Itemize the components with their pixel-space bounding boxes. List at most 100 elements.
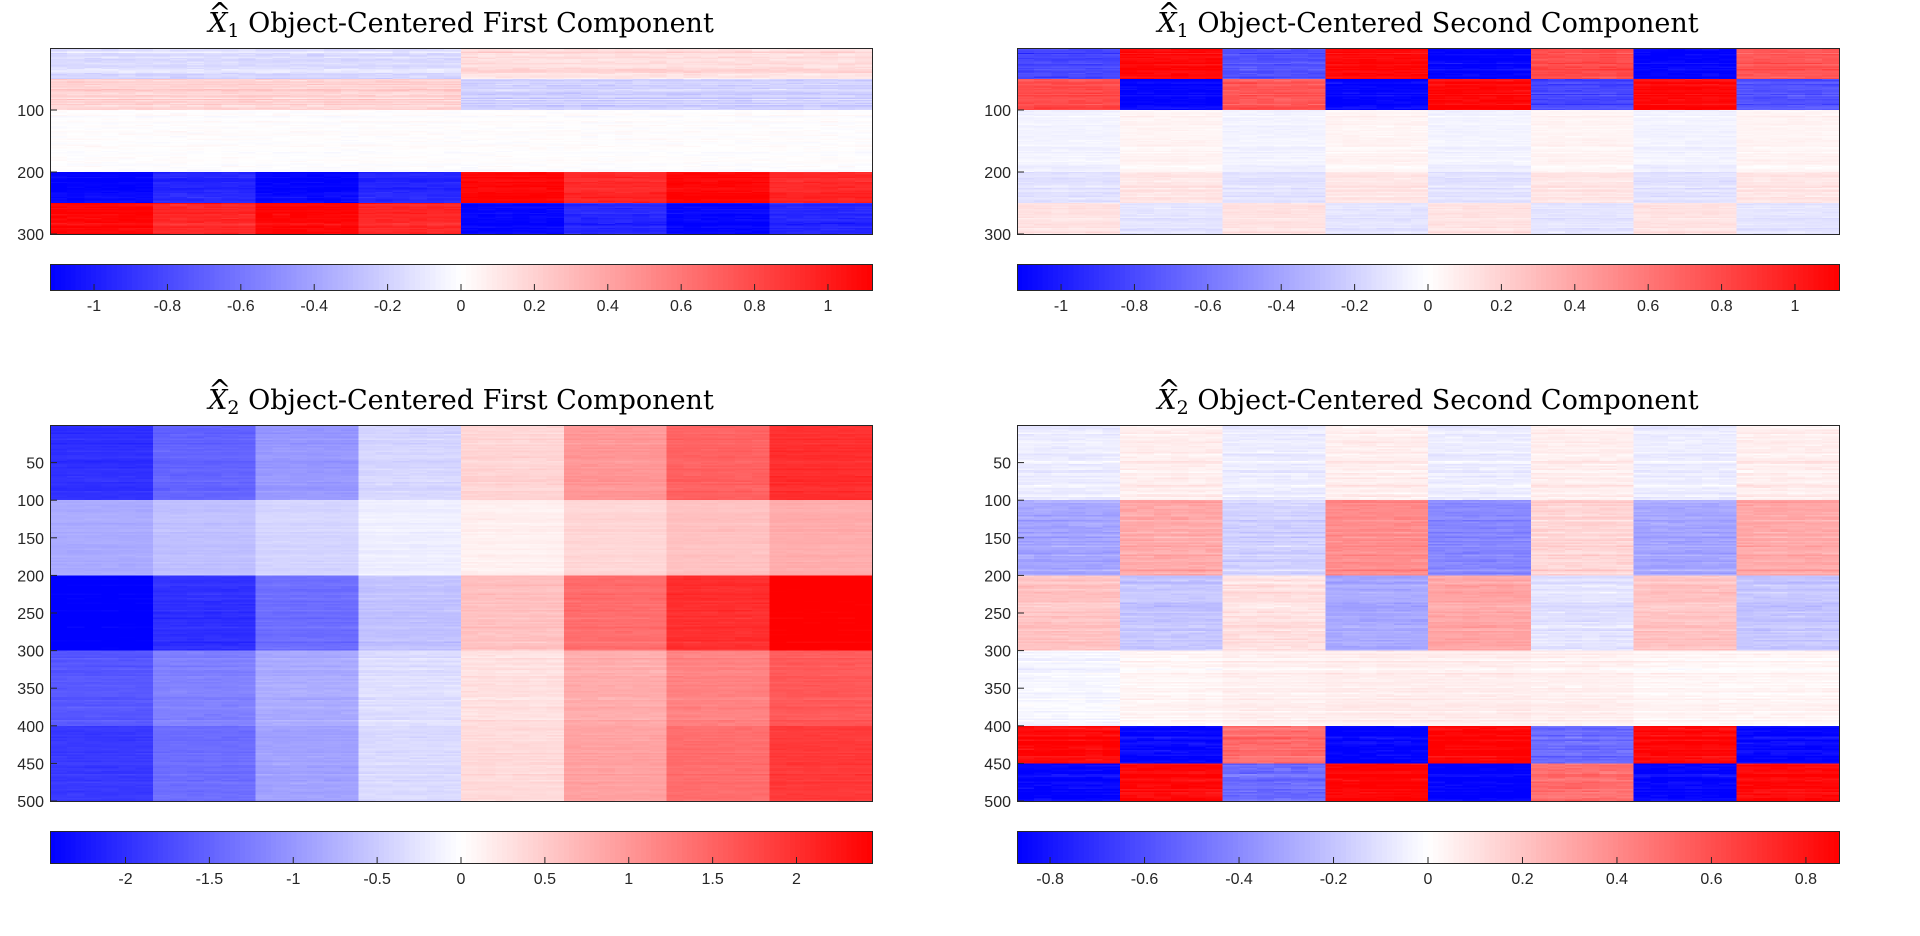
heatmap-cell: [854, 54, 873, 56]
heatmap-cell: [135, 61, 154, 64]
heatmap-cell: [786, 97, 805, 100]
heatmap-cell: [426, 72, 445, 75]
heatmap-cell: [204, 52, 222, 55]
heatmap-cell: [683, 65, 702, 68]
heatmap-cell: [735, 59, 753, 61]
heatmap-cell: [152, 71, 171, 74]
heatmap-cell: [306, 97, 325, 100]
heatmap-cell: [615, 56, 633, 59]
heatmap-cell: [563, 110, 582, 112]
heatmap-cell: [392, 96, 411, 99]
heatmap-cell: [221, 51, 239, 54]
heatmap-cell: [409, 65, 428, 68]
heatmap-cell: [255, 85, 274, 87]
heatmap-cell: [752, 106, 770, 109]
heatmap-cell: [683, 108, 702, 111]
heatmap-cell: [615, 86, 633, 89]
heatmap-cell: [392, 100, 411, 102]
heatmap-cell: [204, 71, 222, 74]
heatmap-cell: [786, 91, 805, 94]
heatmap-cell: [854, 103, 873, 106]
heatmap-cell: [632, 52, 650, 55]
heatmap-cell: [289, 64, 308, 66]
heatmap-cell: [837, 52, 856, 55]
heatmap-cell: [649, 103, 668, 106]
heatmap-cell: [512, 50, 531, 53]
heatmap-cell: [135, 82, 154, 85]
heatmap-cell: [84, 101, 102, 104]
heatmap-cell: [478, 71, 496, 74]
heatmap-cell: [358, 51, 376, 54]
heatmap-cell: [375, 80, 394, 82]
heatmap-cell: [255, 100, 274, 102]
heatmap-cell: [341, 69, 359, 71]
heatmap-cell: [255, 105, 274, 107]
heatmap-cell: [443, 69, 462, 71]
heatmap-cell: [461, 88, 479, 91]
heatmap-cell: [289, 108, 308, 111]
heatmap-cell: [478, 105, 496, 107]
heatmap-cell: [67, 55, 85, 58]
heatmap-cell: [615, 69, 633, 71]
heatmap-cell: [529, 56, 548, 59]
heatmap-cell: [289, 88, 308, 91]
heatmap-cell: [598, 95, 616, 97]
heatmap-cell: [563, 64, 582, 66]
heatmap-cell: [461, 75, 479, 78]
heatmap-cell: [546, 55, 565, 58]
heatmap-cell: [752, 55, 770, 58]
heatmap-cell: [426, 108, 445, 111]
heatmap-cell: [786, 106, 805, 109]
heatmap-cell: [67, 62, 85, 65]
heatmap-cell: [649, 82, 668, 85]
heatmap-cell: [512, 86, 531, 89]
heatmap-cell: [803, 102, 822, 105]
heatmap-cell: [461, 79, 479, 81]
heatmap-cell: [598, 91, 616, 94]
heatmap-cell: [803, 110, 822, 112]
heatmap-cell: [443, 61, 462, 64]
heatmap-cell: [683, 74, 702, 76]
heatmap-cell: [204, 92, 222, 95]
heatmap-cell: [306, 59, 325, 61]
heatmap-cell: [50, 75, 68, 78]
heatmap-cell: [700, 70, 719, 73]
heatmap-cell: [786, 54, 805, 56]
heatmap-cell: [478, 92, 496, 95]
heatmap-cell: [135, 91, 154, 94]
heatmap-cell: [786, 64, 805, 66]
heatmap-cell: [632, 80, 650, 82]
heatmap-cell: [717, 108, 736, 111]
heatmap-cell: [324, 70, 342, 73]
heatmap-cell: [169, 62, 188, 65]
heatmap-cell: [615, 71, 633, 74]
heatmap-cell: [580, 69, 599, 71]
heatmap-cell: [409, 90, 428, 92]
heatmap-cell: [255, 111, 274, 113]
heatmap-cell: [461, 57, 479, 60]
heatmap-cell: [495, 60, 513, 63]
heatmap-cell: [512, 71, 531, 74]
heatmap-cell: [717, 50, 736, 53]
heatmap-cell: [392, 81, 411, 84]
heatmap-cell: [67, 90, 85, 92]
heatmap-cell: [375, 90, 394, 92]
heatmap-cell: [221, 59, 239, 61]
heatmap-cell: [204, 91, 222, 94]
heatmap-cell: [854, 69, 873, 71]
heatmap-cell: [461, 108, 479, 111]
heatmap-cell: [632, 55, 650, 58]
heatmap-cell: [272, 90, 291, 92]
heatmap-cell: [272, 86, 291, 89]
heatmap-cell: [409, 74, 428, 76]
heatmap-cell: [135, 76, 154, 79]
heatmap-cell: [598, 87, 616, 90]
heatmap-cell: [752, 93, 770, 96]
heatmap-cell: [700, 67, 719, 70]
heatmap-cell: [187, 111, 205, 113]
heatmap-cell: [803, 108, 822, 111]
heatmap-cell: [324, 105, 342, 107]
heatmap-cell: [854, 107, 873, 110]
heatmap-cell: [84, 85, 102, 87]
heatmap-cell: [529, 85, 548, 87]
